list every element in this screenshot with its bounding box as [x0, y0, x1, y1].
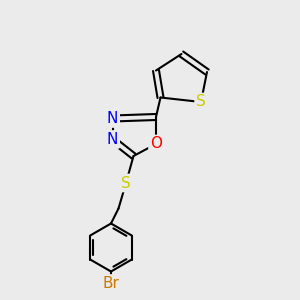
Text: N: N — [107, 111, 118, 126]
Text: Br: Br — [103, 276, 119, 291]
Text: N: N — [107, 132, 118, 147]
Text: O: O — [150, 136, 162, 152]
Text: S: S — [121, 176, 131, 190]
Text: S: S — [196, 94, 206, 110]
